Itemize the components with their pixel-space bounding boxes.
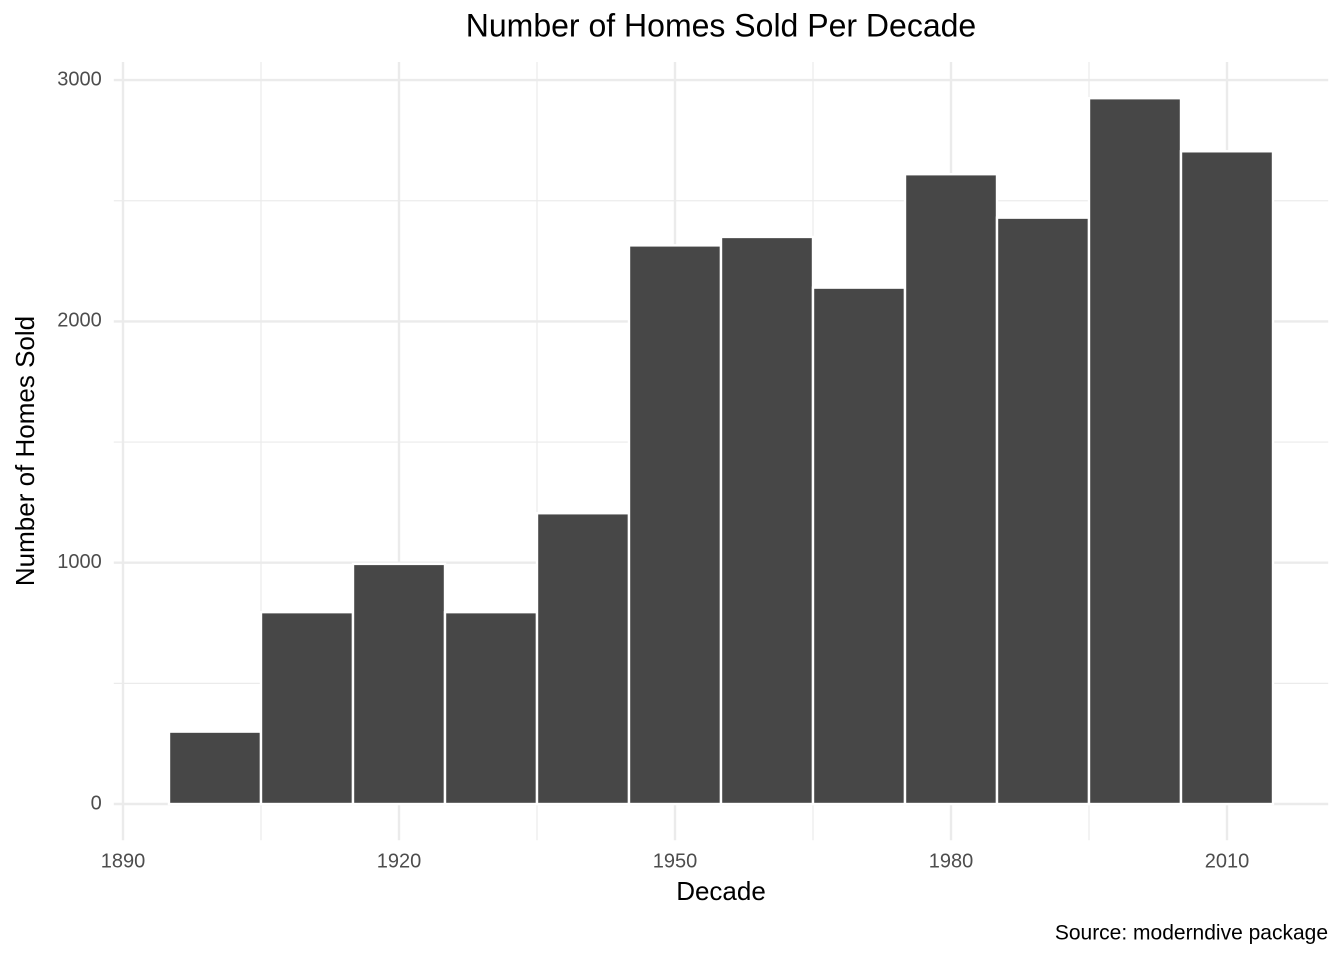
bar (259, 610, 355, 806)
bar (535, 512, 631, 806)
bar (1087, 96, 1183, 806)
caption: Source: moderndive package (1055, 922, 1328, 945)
bar (627, 244, 723, 806)
x-axis-label: Decade (676, 876, 766, 906)
bar (719, 235, 815, 806)
chart-title: Number of Homes Sold Per Decade (466, 7, 976, 43)
bar (995, 216, 1091, 806)
x-tick-label: 2010 (1205, 850, 1250, 872)
bar (351, 562, 447, 806)
x-tick-label: 1890 (101, 850, 146, 872)
y-tick-label: 1000 (57, 551, 102, 573)
x-tick-label: 1920 (377, 850, 422, 872)
bar (811, 286, 907, 806)
y-tick-label: 2000 (57, 310, 102, 332)
y-axis-label: Number of Homes Sold (10, 316, 40, 586)
bar (443, 610, 539, 806)
x-tick-label: 1980 (929, 850, 974, 872)
x-tick-label: 1950 (653, 850, 698, 872)
y-tick-label: 0 (91, 792, 102, 814)
bar (1179, 150, 1275, 806)
bar (903, 173, 999, 806)
y-tick-label: 3000 (57, 68, 102, 90)
bar (167, 730, 263, 806)
